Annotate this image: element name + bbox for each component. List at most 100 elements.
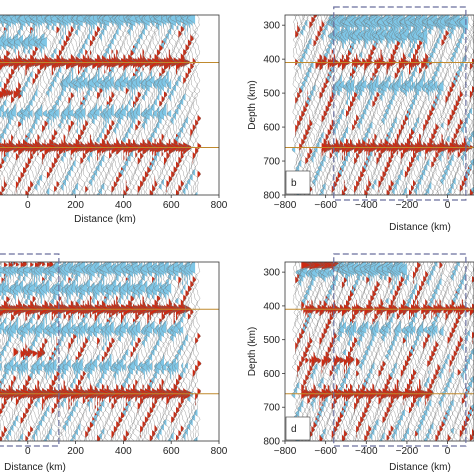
positive-lobe (451, 81, 456, 89)
negative-lobe (29, 127, 33, 134)
y-tick-label: 500 (263, 89, 280, 100)
negative-lobe (320, 33, 324, 43)
negative-lobe (301, 297, 306, 305)
positive-lobe (461, 397, 465, 404)
trace-line (35, 262, 53, 441)
panel-b: −800 −600 −400 −200 0 300 400 500 600 700 800 Depth… (247, 6, 474, 233)
trace-line (392, 262, 408, 441)
negative-lobe (77, 75, 83, 91)
trace-line (180, 15, 192, 195)
trace-line (119, 262, 137, 441)
trace-line (470, 22, 474, 194)
negative-lobe (324, 397, 328, 403)
negative-lobe (434, 80, 438, 92)
negative-lobe (403, 182, 407, 194)
negative-lobe (171, 324, 179, 335)
negative-lobe (389, 126, 393, 134)
trace-line (433, 262, 442, 441)
trace-line (387, 262, 401, 441)
trace-line (59, 262, 77, 441)
positive-lobe (80, 157, 84, 164)
trace-line (14, 262, 33, 441)
trace-line (349, 15, 364, 195)
negative-lobe (439, 325, 444, 337)
panel-letter-box (285, 170, 311, 195)
trace-line (140, 262, 154, 441)
negative-lobe (84, 322, 88, 334)
negative-lobe (62, 322, 69, 335)
positive-lobe (325, 323, 330, 331)
negative-lobe (126, 110, 131, 134)
trace-line (12, 262, 28, 441)
y-tick-label: 400 (263, 301, 280, 312)
negative-lobe (122, 278, 129, 300)
positive-lobe (56, 371, 60, 377)
trace-line (422, 15, 435, 195)
negative-lobe (328, 42, 332, 49)
negative-lobe (29, 15, 35, 47)
trace-line (157, 262, 174, 441)
negative-lobe (170, 89, 174, 96)
negative-lobe (23, 267, 31, 274)
negative-lobe (105, 46, 110, 54)
y-tick-label: 700 (263, 403, 280, 414)
trace-line (334, 262, 346, 441)
negative-lobe (179, 362, 184, 379)
negative-lobe (98, 104, 102, 113)
trace-line (423, 262, 434, 441)
trace-line (112, 262, 130, 441)
negative-lobe (381, 321, 387, 338)
trace-line (327, 15, 338, 195)
trace-line (370, 262, 385, 441)
trace-line (145, 262, 163, 441)
trace-line (50, 15, 68, 195)
trace-line (135, 15, 151, 195)
negative-lobe (58, 339, 62, 347)
trace-line (121, 262, 138, 441)
trace-line (427, 15, 438, 195)
negative-lobe (395, 423, 399, 431)
trace-line (299, 15, 308, 195)
trace-line (131, 262, 148, 441)
positive-lobe (125, 180, 129, 193)
trace-line (324, 15, 333, 195)
negative-lobe (78, 357, 83, 371)
trace-line (318, 262, 334, 441)
trace-line (395, 262, 411, 441)
negative-lobe (23, 355, 28, 375)
positive-lobe (400, 276, 405, 283)
trace-line (19, 15, 39, 195)
positive-lobe (80, 374, 84, 381)
negative-lobe (66, 282, 74, 296)
positive-lobe (192, 276, 196, 283)
trace-line (8, 15, 27, 195)
negative-lobe (428, 178, 432, 189)
negative-lobe (433, 70, 438, 77)
trace-line (152, 262, 170, 441)
positive-lobe (459, 118, 463, 126)
trace-line (28, 15, 46, 195)
trace-line (363, 262, 377, 441)
trace-line (459, 15, 472, 195)
trace-line (399, 15, 412, 195)
trace-line (0, 19, 12, 195)
trace-line (425, 15, 440, 195)
negative-lobe (92, 358, 98, 373)
negative-lobe (31, 266, 38, 298)
x-tick-label: −800 (274, 446, 297, 457)
trace-line (346, 15, 361, 195)
negative-lobe (450, 366, 454, 379)
negative-lobe (416, 428, 420, 440)
trace-line (374, 262, 388, 441)
negative-lobe (99, 131, 102, 138)
highlight-box (333, 6, 467, 201)
negative-lobe (106, 316, 112, 337)
negative-lobe (446, 192, 450, 195)
trace-line (301, 262, 316, 441)
positive-lobe (459, 85, 463, 98)
negative-lobe (179, 326, 184, 335)
positive-lobe (390, 180, 394, 187)
negative-lobe (428, 78, 434, 94)
positive-lobe (406, 166, 411, 173)
positive-lobe (415, 267, 419, 274)
